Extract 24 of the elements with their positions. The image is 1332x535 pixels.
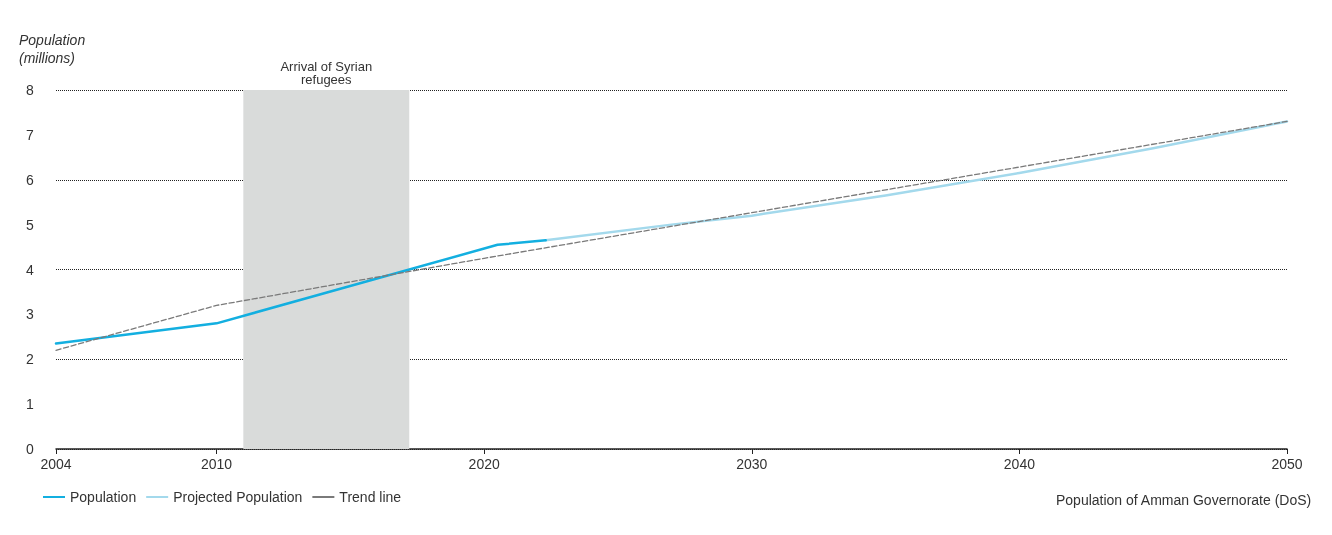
legend-label: Projected Population <box>173 489 303 505</box>
line-series <box>55 120 1288 351</box>
line-series <box>54 239 547 345</box>
y-tick-label: 0 <box>26 441 34 457</box>
legend-label: Population <box>70 489 137 505</box>
y-axis-title: Population (millions) <box>19 32 86 66</box>
y-tick-label: 7 <box>26 126 34 143</box>
y-tick-label: 2 <box>26 351 34 368</box>
band-label: Arrival of Syrian refugees <box>280 59 373 87</box>
line-series <box>544 120 1289 242</box>
x-tick-label: 2050 <box>1271 456 1303 472</box>
x-tick-label: 2004 <box>40 456 72 472</box>
y-tick-label: 5 <box>26 216 34 233</box>
legend-label: Trend line <box>339 489 402 505</box>
y-tick-label: 8 <box>26 82 34 98</box>
x-tick-label: 2020 <box>468 456 500 472</box>
x-tick-label: 2010 <box>200 456 233 472</box>
y-tick-label: 3 <box>26 306 34 323</box>
x-tick-label: 2030 <box>736 456 768 472</box>
y-tick-label: 6 <box>26 171 34 188</box>
text: Population of Amman Governorate (DoS) <box>1055 492 1312 508</box>
y-tick-label: 4 <box>26 261 34 278</box>
x-tick-label: 2040 <box>1003 456 1036 472</box>
y-tick-label: 1 <box>26 396 34 413</box>
